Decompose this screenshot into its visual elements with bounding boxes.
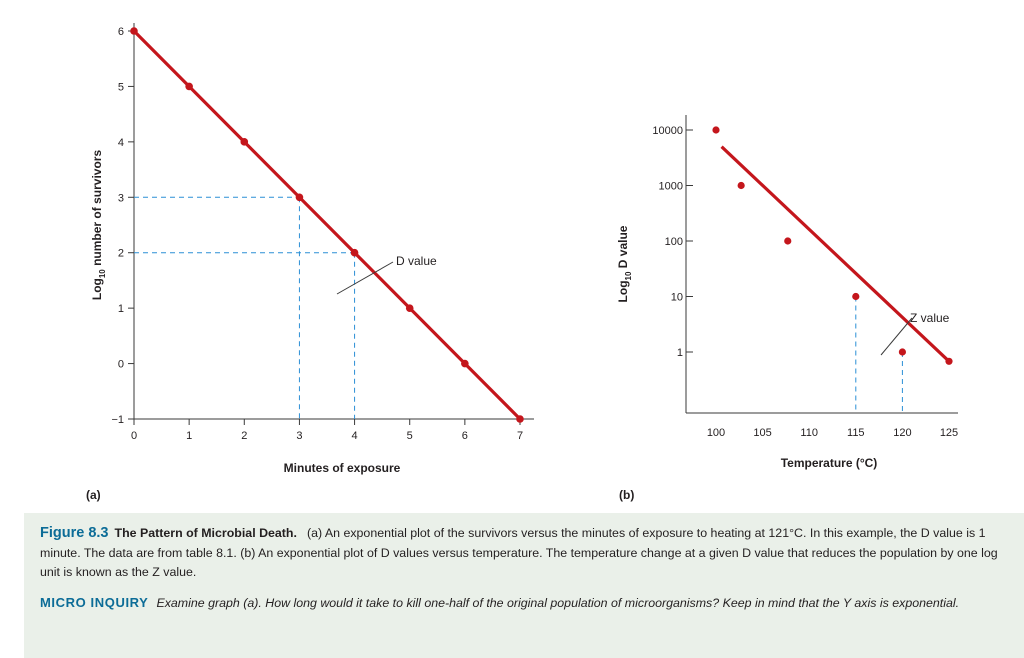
- caption-body: (a) An exponential plot of the survivors…: [40, 526, 998, 579]
- y-tick-label-b: 100: [665, 236, 683, 248]
- panel-a-label: (a): [86, 488, 101, 502]
- micro-inquiry-label: MICRO INQUIRY: [40, 594, 149, 610]
- data-point-b: [852, 292, 860, 301]
- x-tick-label-b: 115: [847, 427, 865, 439]
- y-tick-label-b: 1: [677, 347, 683, 359]
- data-point-b: [712, 126, 720, 134]
- data-point-a: [185, 82, 193, 91]
- figure-caption: Figure 8.3 The Pattern of Microbial Death…: [24, 513, 1024, 658]
- data-point-b: [784, 237, 792, 245]
- y-tick-label-a: 4: [118, 137, 124, 149]
- y-tick-label-a: 6: [118, 26, 124, 38]
- x-axis-label-a: Minutes of exposure: [284, 461, 401, 475]
- x-tick-label-b: 105: [753, 427, 771, 439]
- chart-a: −1 0 1 2 3 4 5 6 0 1 2 3 4 5 6 7 D value Minutes of expos…: [90, 23, 534, 475]
- fit-line-a: [132, 29, 522, 421]
- y-tick-label-b: 10000: [652, 125, 683, 137]
- y-tick-label-b: 1000: [659, 181, 683, 193]
- y-tick-label-b: 10: [671, 292, 683, 304]
- annotation-leader-a: [336, 261, 394, 295]
- x-tick-label-b: 120: [893, 427, 911, 439]
- data-point-a: [350, 248, 359, 257]
- x-tick-label-a: 4: [352, 430, 358, 442]
- x-tick-label-b: 100: [707, 427, 725, 439]
- annotation-d-value: D value: [396, 254, 437, 268]
- x-tick-label-a: 3: [296, 430, 302, 442]
- y-tick-label-a: 3: [118, 192, 124, 204]
- data-point-b: [945, 357, 953, 365]
- x-tick-label-b: 110: [800, 427, 818, 439]
- data-point-a: [130, 27, 138, 35]
- y-tick-label-a: −1: [111, 414, 124, 426]
- figure-number: Figure 8.3: [40, 525, 109, 541]
- data-point-a: [516, 415, 524, 423]
- y-tick-label-a: 0: [118, 359, 124, 371]
- micro-inquiry: MICRO INQUIRY Examine graph (a). How long…: [40, 594, 1008, 612]
- y-axis-label-b: Log10 D value: [616, 225, 633, 302]
- annotation-z-value: Z value: [910, 311, 950, 325]
- data-point-a: [240, 138, 249, 146]
- x-tick-label-a: 2: [241, 430, 247, 442]
- y-tick-label-a: 2: [118, 248, 124, 260]
- data-point-a: [295, 193, 304, 202]
- x-tick-label-a: 0: [131, 430, 137, 442]
- x-tick-label-a: 5: [407, 430, 413, 442]
- x-tick-label-a: 1: [186, 430, 192, 442]
- caption-paragraph: Figure 8.3 The Pattern of Microbial Death…: [40, 524, 1008, 583]
- x-axis-label-b: Temperature (°C): [781, 456, 878, 470]
- x-tick-label-b: 125: [940, 427, 958, 439]
- panel-b-label: (b): [619, 488, 635, 502]
- data-point-b: [737, 181, 745, 190]
- fit-line-b: [720, 145, 951, 363]
- y-tick-label-a: 5: [118, 81, 124, 93]
- y-axis-label-a: Log10 number of survivors: [90, 150, 107, 301]
- x-tick-label-a: 6: [462, 430, 468, 442]
- annotation-leader-b: [880, 317, 913, 356]
- figure-title: The Pattern of Microbial Death.: [114, 526, 297, 540]
- data-point-a: [405, 304, 414, 312]
- y-tick-label-a: 1: [118, 303, 124, 315]
- x-tick-label-a: 7: [517, 430, 523, 442]
- data-point-b: [898, 348, 906, 356]
- micro-inquiry-text: Examine graph (a). How long would it tak…: [156, 595, 960, 610]
- data-point-a: [461, 359, 469, 368]
